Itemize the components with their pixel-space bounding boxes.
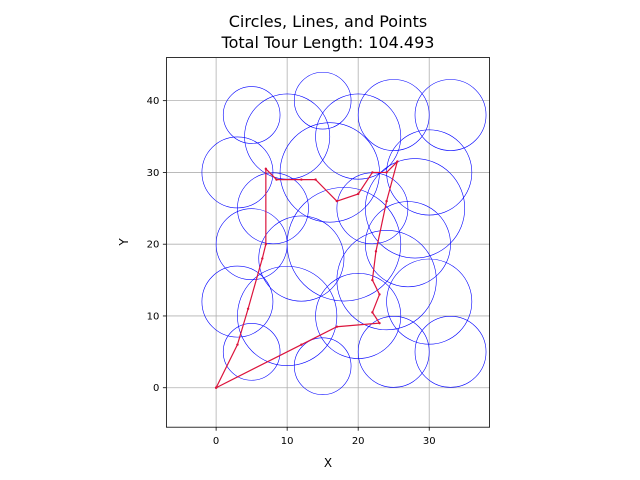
tour-point xyxy=(215,387,217,389)
tour-point xyxy=(314,178,316,180)
x-tick-label: 10 xyxy=(281,436,294,447)
tour-point xyxy=(336,200,338,202)
y-tick-label: 0 xyxy=(153,383,159,394)
tour-point xyxy=(261,257,263,259)
tour-point xyxy=(265,243,267,245)
y-tick-label: 20 xyxy=(147,240,160,251)
x-axis-label: X xyxy=(324,456,332,470)
tour-point xyxy=(378,322,380,324)
y-tick-label: 10 xyxy=(147,311,160,322)
tour-point xyxy=(378,293,380,295)
tour-point xyxy=(371,279,373,281)
y-tick-label: 30 xyxy=(147,168,160,179)
tour-point xyxy=(375,250,377,252)
tour-point xyxy=(300,178,302,180)
tour-point xyxy=(265,168,267,170)
tour-point xyxy=(275,178,277,180)
tour-point xyxy=(247,308,249,310)
tour-point xyxy=(396,160,398,162)
tour-point xyxy=(385,171,387,173)
y-axis-label: Y xyxy=(117,238,131,247)
x-tick-label: 20 xyxy=(352,436,365,447)
tour-point xyxy=(371,311,373,313)
tour-point xyxy=(357,193,359,195)
tour-point xyxy=(300,343,302,345)
chart-title-line-2: Total Tour Length: 104.493 xyxy=(221,33,435,52)
tour-point xyxy=(385,200,387,202)
x-tick-label: 30 xyxy=(423,436,436,447)
tour-point xyxy=(236,343,238,345)
x-tick-label: 0 xyxy=(213,436,219,447)
tour-point xyxy=(371,171,373,173)
y-tick-label: 40 xyxy=(147,96,160,107)
tour-point xyxy=(336,326,338,328)
chart-title-line-1: Circles, Lines, and Points xyxy=(229,12,428,31)
